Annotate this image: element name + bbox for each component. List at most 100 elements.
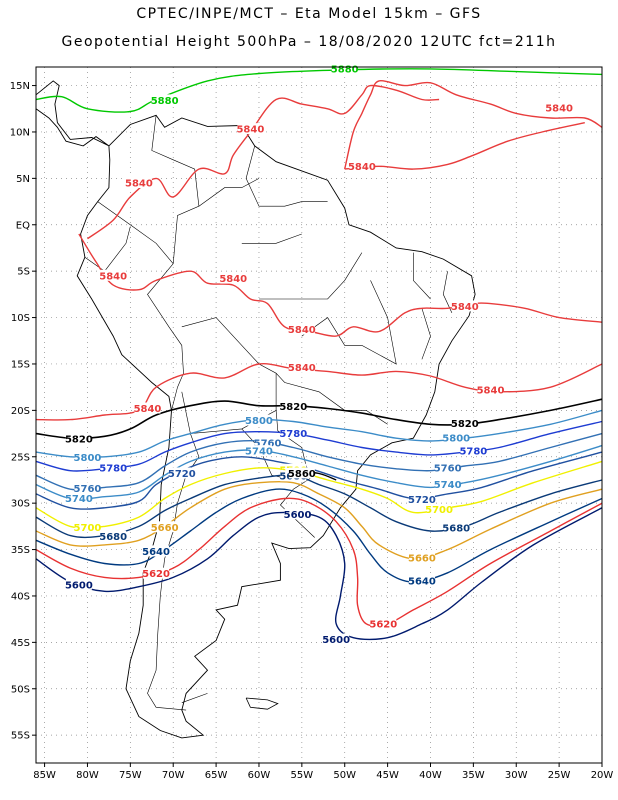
- contour-label-bg: [74, 451, 101, 463]
- title-line-2: Geopotential Height 500hPa – 18/08/2020 …: [61, 34, 557, 50]
- contour-label-5880: 5880: [331, 64, 359, 75]
- contour-label-bg: [100, 269, 127, 281]
- contour-label-5820: 5820: [65, 435, 93, 446]
- tick-label-lon: 60W: [248, 770, 271, 781]
- contour-label-5600: 5600: [65, 580, 93, 591]
- tick-label-lat: 20S: [11, 406, 30, 417]
- tick-label-lon: 75W: [119, 770, 142, 781]
- contour-5880: [35, 68, 603, 113]
- contour-label-bg: [237, 123, 264, 135]
- tick-label-lon: 65W: [205, 770, 228, 781]
- contour-label-5780: 5780: [459, 447, 487, 458]
- tick-label-lon: 70W: [162, 770, 185, 781]
- contour-label-bg: [280, 427, 307, 439]
- contour-label-5600: 5600: [284, 510, 312, 521]
- contour-label-bg: [74, 521, 101, 533]
- contour-label-5820: 5820: [451, 419, 479, 430]
- contour-labels: 5880 5880 5840 5840 5840 5840 5840 5840 5840 5840…: [65, 62, 573, 646]
- contour-label-5840: 5840: [134, 404, 162, 415]
- contour-label-bg: [280, 400, 307, 412]
- contour-label-5840: 5840: [477, 385, 505, 396]
- contour-label-bg: [477, 383, 504, 395]
- contour-label-5680: 5680: [99, 532, 127, 543]
- contour-label-5840: 5840: [99, 271, 127, 282]
- contour-label-5800: 5800: [442, 434, 470, 445]
- contour-label-bg: [125, 177, 152, 188]
- contour-label-bg: [408, 493, 435, 505]
- contour-label-5660: 5660: [408, 553, 436, 564]
- contour-label-bg: [288, 467, 315, 479]
- central-america-outline: [35, 80, 110, 147]
- contour-label-bg: [323, 633, 350, 645]
- contour-label-5600: 5600: [322, 635, 350, 646]
- tick-label-lon: 30W: [505, 770, 528, 781]
- contour-lines: [35, 68, 603, 641]
- tick-label-lon: 35W: [462, 770, 485, 781]
- contour-label-bg: [443, 432, 470, 444]
- contour-5640: [35, 488, 603, 583]
- country-borders: [84, 115, 453, 711]
- contour-label-5840: 5840: [288, 363, 316, 374]
- contour-label-5720: 5720: [408, 495, 436, 506]
- south-america-outline: [76, 114, 476, 739]
- contour-5720: [35, 451, 603, 510]
- contour-label-5840: 5840: [288, 325, 316, 336]
- tick-label-lon: 50W: [333, 770, 356, 781]
- tick-label-lat: 10N: [10, 127, 30, 138]
- contour-label-bg: [74, 482, 101, 494]
- contour-label-bg: [143, 545, 170, 557]
- contour-label-bg: [434, 461, 461, 473]
- tick-label-lon: 45W: [376, 770, 399, 781]
- contour-label-5700: 5700: [74, 523, 102, 534]
- contour-label-bg: [245, 414, 272, 426]
- contour-5840: [87, 84, 440, 240]
- contour-label-bg: [65, 433, 92, 445]
- contour-label-5620: 5620: [369, 619, 397, 630]
- contour-label-bg: [100, 461, 127, 473]
- tick-label-lat: 15N: [10, 81, 30, 92]
- tick-label-lat: 40S: [11, 591, 30, 602]
- contour-label-5840: 5840: [236, 125, 264, 136]
- contour-label-bg: [284, 508, 311, 520]
- contour-label-bg: [65, 492, 92, 504]
- contour-label-bg: [288, 361, 315, 373]
- map-frame: [35, 66, 603, 764]
- tick-label-lat: 35S: [11, 545, 30, 556]
- tick-label-lat: 10S: [11, 313, 30, 324]
- contour-label-bg: [331, 62, 358, 74]
- contour-5660: [35, 480, 603, 560]
- contour-label-5660: 5660: [151, 523, 179, 534]
- falkland-islands: [245, 697, 279, 710]
- contour-label-5760: 5760: [254, 438, 282, 449]
- contour-label-5780: 5780: [99, 463, 127, 474]
- contour-5760: [35, 432, 603, 491]
- contour-label-5740: 5740: [245, 447, 273, 458]
- contour-label-bg: [254, 436, 281, 448]
- tick-label-lat: 30S: [11, 499, 30, 510]
- tick-label-lat: 50S: [11, 684, 30, 695]
- tick-label-lon: 85W: [33, 770, 56, 781]
- contour-label-5840: 5840: [451, 302, 479, 313]
- contour-label-5760: 5760: [434, 463, 462, 474]
- title-line-1: CPTEC/INPE/MCT – Eta Model 15km – GFS: [136, 6, 482, 22]
- contour-label-5820: 5820: [279, 402, 307, 413]
- contour-label-bg: [151, 94, 178, 106]
- contour-label-bg: [245, 445, 272, 457]
- contour-label-5620: 5620: [142, 569, 170, 580]
- contour-label-5760: 5760: [74, 484, 102, 495]
- contour-label-bg: [65, 578, 92, 590]
- contour-label-bg: [348, 160, 375, 172]
- map-grid: [36, 67, 603, 763]
- contour-5740: [35, 444, 603, 500]
- contour-label-5640: 5640: [142, 547, 170, 558]
- contour-label-bg: [370, 617, 397, 629]
- tick-label-lat: 5N: [16, 174, 30, 185]
- contour-label-5740: 5740: [434, 480, 462, 491]
- contour-label-5720: 5720: [168, 469, 196, 480]
- axis-ticks: 85W 80W 75W 70W 65W 60W 55W 50W 45W 40W 35W 30W 25W 2…: [10, 81, 614, 781]
- tick-label-lon: 40W: [419, 770, 442, 781]
- contour-label-bg: [451, 300, 478, 312]
- contour-5840: [344, 122, 585, 170]
- contour-label-bg: [143, 567, 170, 579]
